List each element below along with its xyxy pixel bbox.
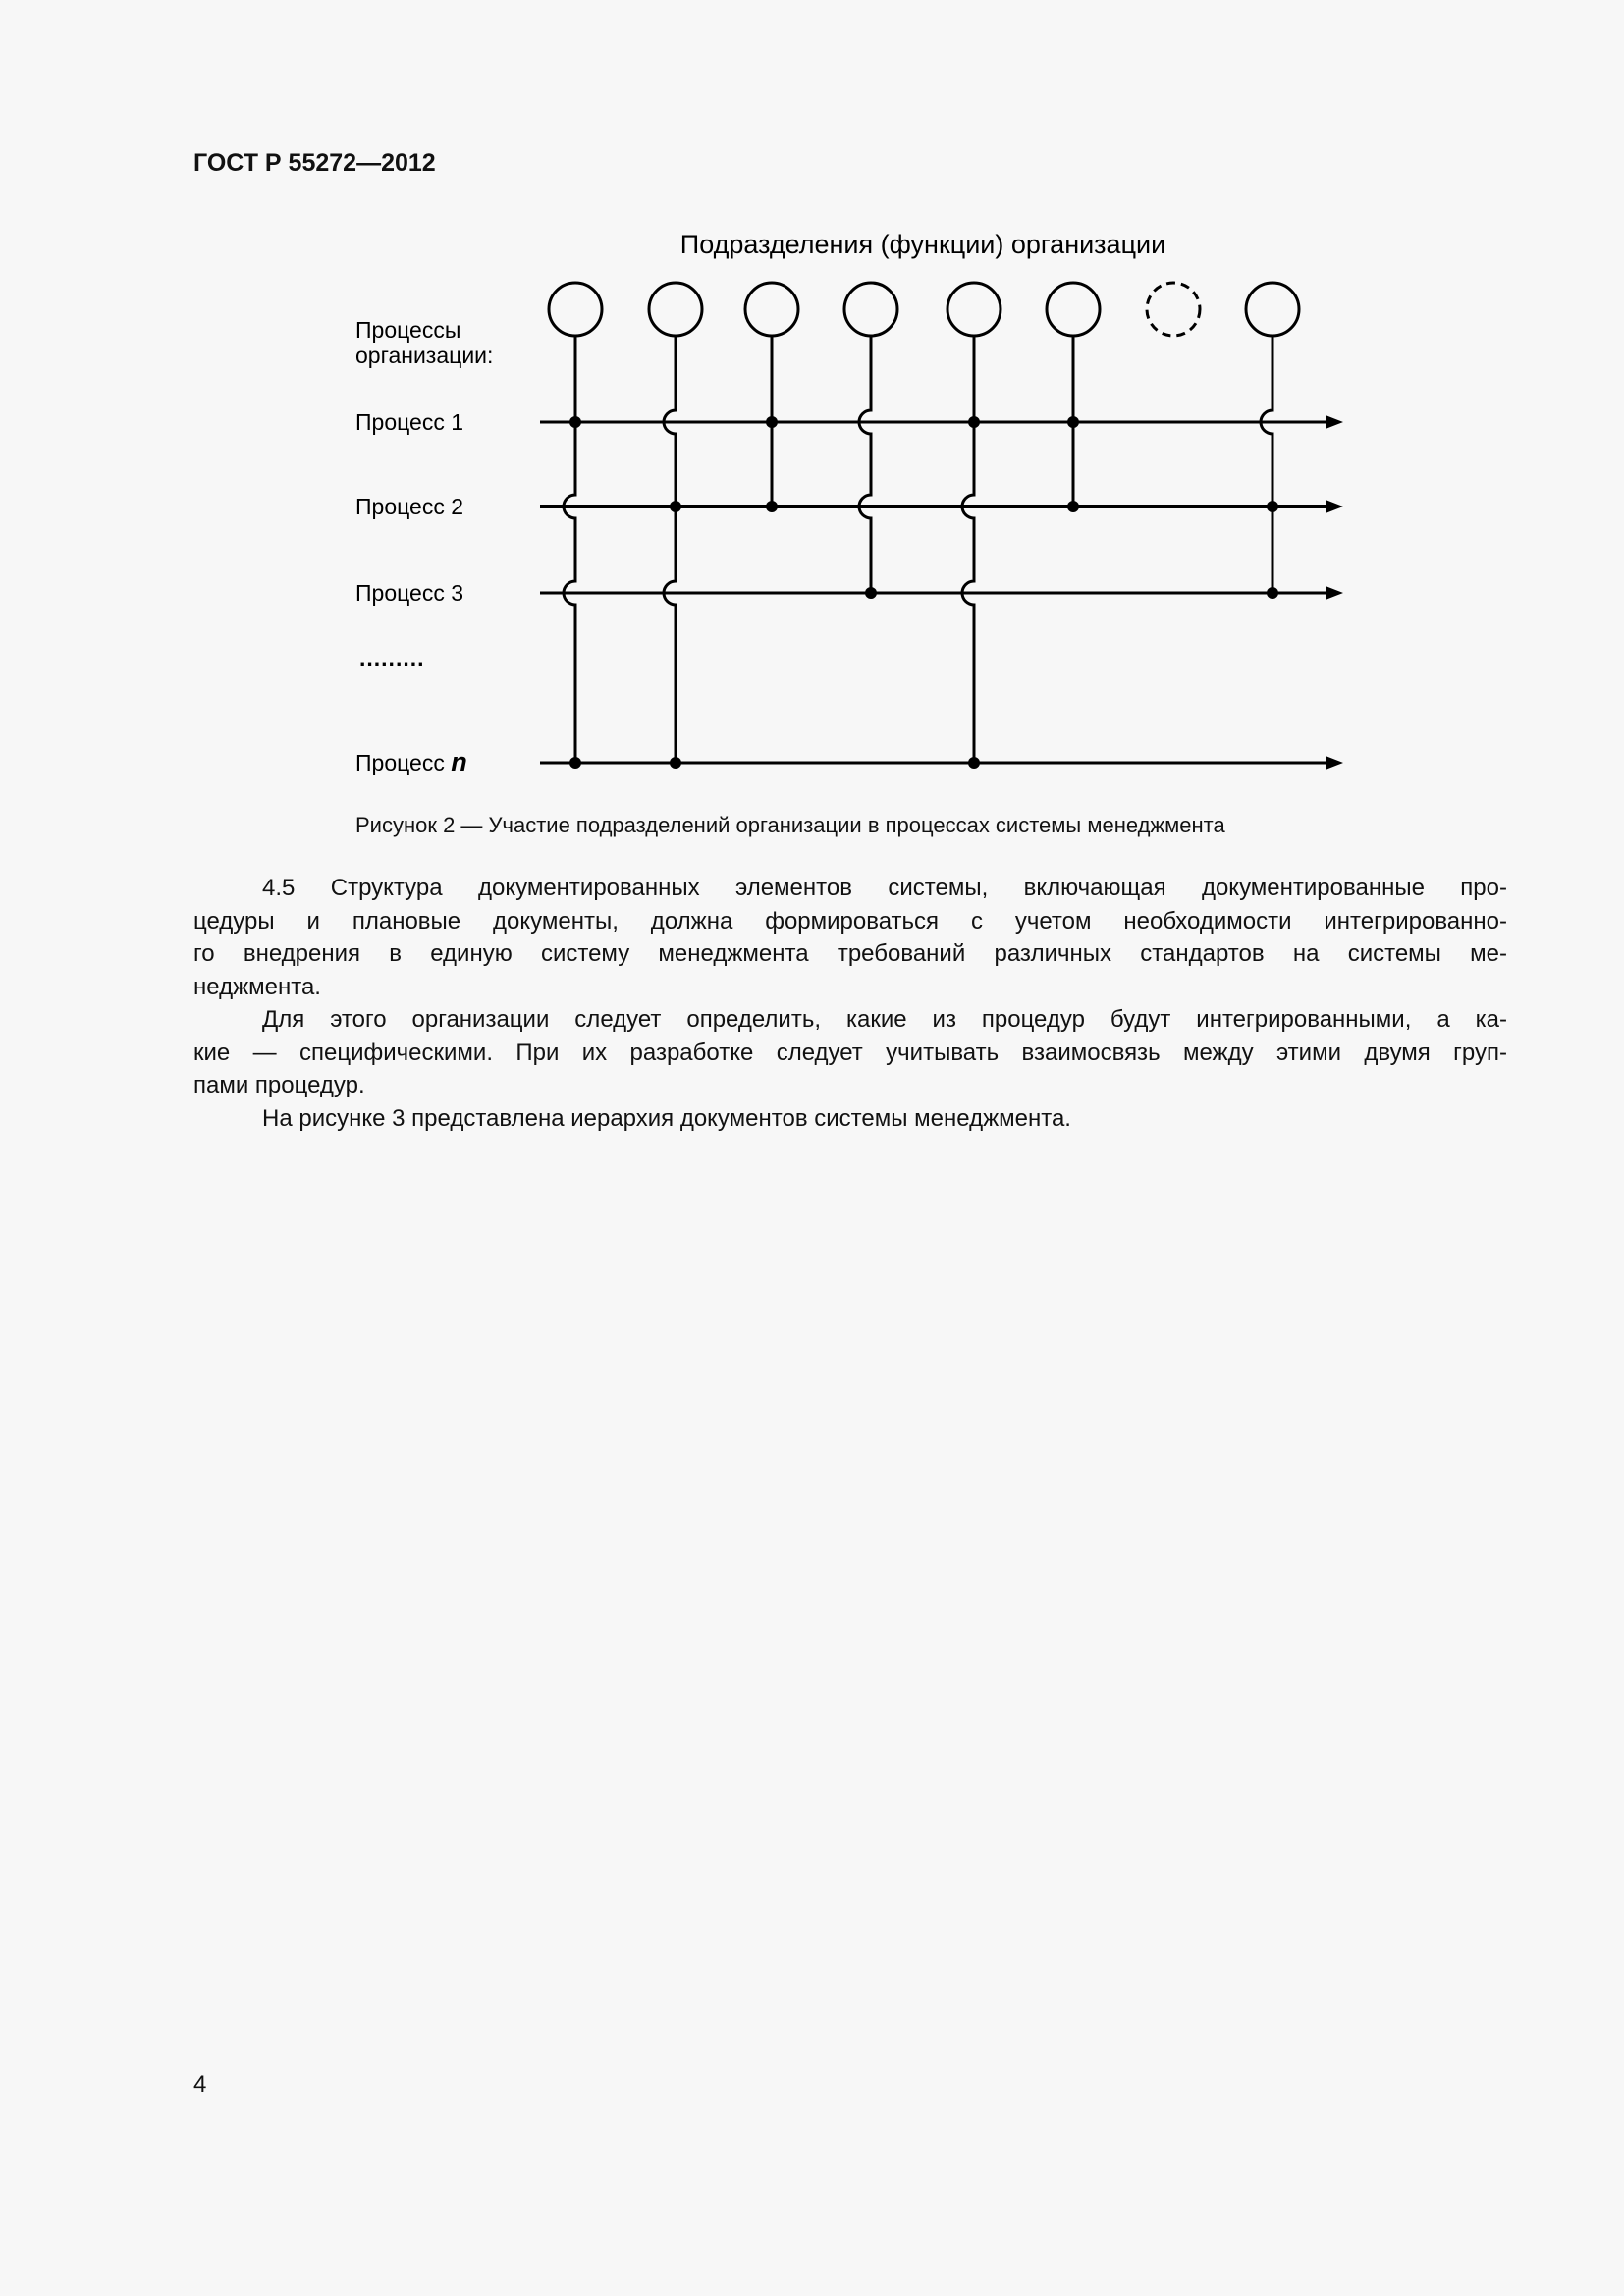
text-line: 4.5 Структура документированных элементо… — [262, 875, 1507, 901]
paragraph: На рисунке 3 представлена иерархия докум… — [193, 1102, 1507, 1136]
participation-dot — [569, 416, 581, 428]
process-label-1: Процесс 1 — [355, 409, 463, 435]
arrow-head — [1326, 586, 1343, 600]
text-line: Для этого организации следует определить… — [262, 1006, 1507, 1033]
paragraph: 4.5 Структура документированных элементо… — [193, 872, 1507, 1003]
processes-heading-line1: Процессы — [355, 317, 460, 343]
process-label-n-symbol: n — [451, 747, 467, 776]
process-label-n-text: Процесс — [355, 750, 451, 775]
ellipsis: ......... — [359, 645, 425, 670]
page-number: 4 — [193, 2071, 207, 2098]
unit-connector — [662, 336, 677, 763]
participation-dot — [1267, 501, 1278, 512]
unit-connector — [562, 336, 577, 763]
arrow-head — [1326, 415, 1343, 429]
participation-dot — [766, 501, 778, 512]
participation-dot — [968, 416, 980, 428]
unit-connector — [960, 336, 976, 763]
figure-title: Подразделения (функции) организации — [680, 230, 1165, 259]
document-code-header: ГОСТ Р 55272—2012 — [193, 149, 436, 177]
participation-dot — [1067, 416, 1079, 428]
unit-circle — [1244, 281, 1301, 338]
participation-dot — [865, 587, 877, 599]
unit-circle — [547, 281, 604, 338]
participation-dot — [766, 416, 778, 428]
unit-circle — [647, 281, 704, 338]
unit-connector — [857, 336, 873, 593]
participation-dot — [1267, 587, 1278, 599]
text-line: неджмента. — [193, 973, 321, 1000]
text-line: пами процедур. — [193, 1072, 365, 1098]
text-line: цедуры и плановые документы, должна форм… — [193, 907, 1507, 934]
unit-circle — [946, 281, 1002, 338]
process-participation-diagram: Подразделения (функции) организации Проц… — [355, 230, 1343, 776]
unit-circle — [743, 281, 800, 338]
paragraph: Для этого организации следует определить… — [193, 1003, 1507, 1102]
process-label-2: Процесс 2 — [355, 494, 463, 519]
participation-dot — [569, 757, 581, 769]
unit-connector — [1259, 336, 1274, 593]
process-label-n: Процесс n — [355, 747, 467, 776]
text-line: На рисунке 3 представлена иерархия докум… — [262, 1105, 1071, 1132]
figure-caption: Рисунок 2 — Участие подразделений органи… — [355, 813, 1225, 837]
process-label-3: Процесс 3 — [355, 580, 463, 606]
unit-circle — [842, 281, 899, 338]
unit-circle — [1045, 281, 1102, 338]
text-line: кие — специфическими. При их разработке … — [193, 1039, 1507, 1066]
text-line: го внедрения в единую систему менеджмент… — [193, 940, 1507, 967]
participation-dot — [670, 757, 681, 769]
participation-dot — [1067, 501, 1079, 512]
participation-dot — [968, 757, 980, 769]
processes-heading-line2: организации: — [355, 343, 493, 368]
unit-circle — [1145, 281, 1202, 338]
arrow-head — [1326, 500, 1343, 513]
participation-dot — [670, 501, 681, 512]
arrow-head — [1326, 756, 1343, 770]
